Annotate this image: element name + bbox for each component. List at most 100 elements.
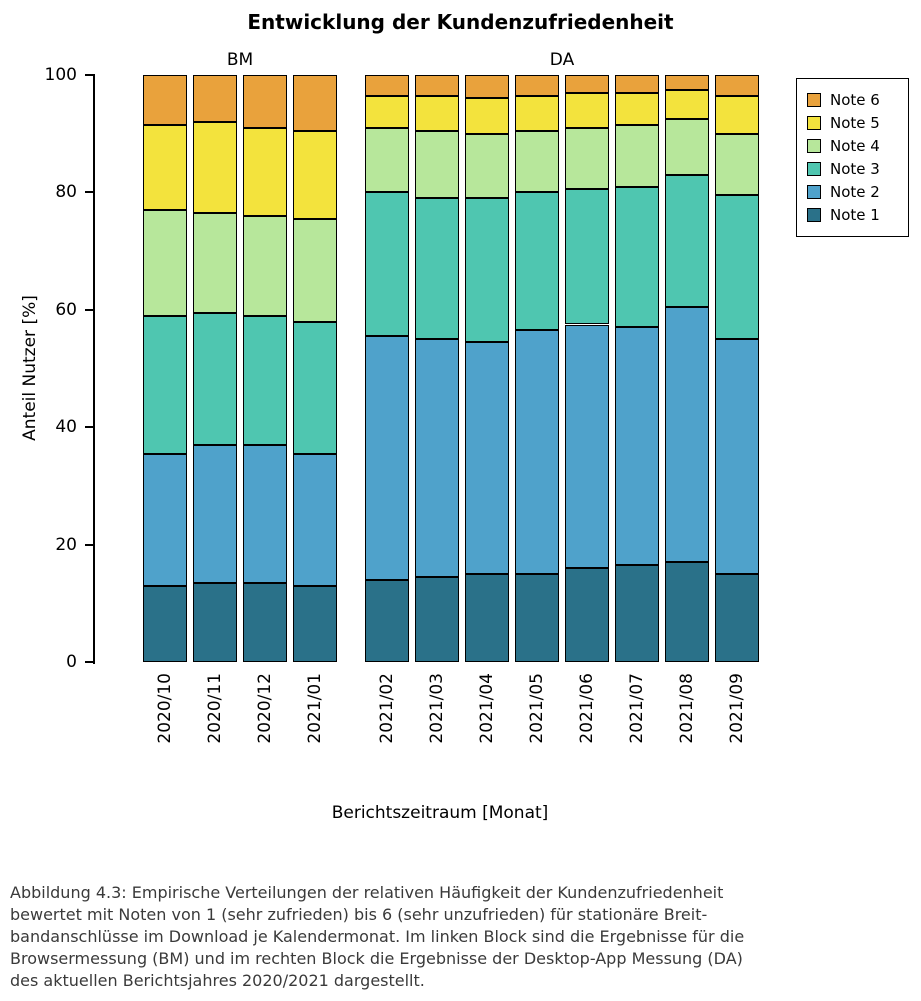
bar-segment (615, 186, 659, 328)
bar-segment (293, 130, 337, 219)
bar-segment (143, 315, 187, 454)
bar-segment (415, 339, 459, 577)
legend-item: Note 5 (807, 112, 899, 134)
x-tick-label-text: 2021/09 (727, 673, 747, 744)
legend-swatch (807, 208, 821, 222)
bar-segment (565, 189, 609, 325)
bar-segment (243, 75, 287, 128)
x-tick-label: 2020/10 (143, 673, 187, 773)
bar-segment (665, 119, 709, 175)
y-tick-label: 100 (44, 65, 77, 85)
bar-segment (565, 75, 609, 93)
bar-column (415, 75, 459, 662)
legend-item: Note 3 (807, 158, 899, 180)
bar-segment (515, 330, 559, 574)
bar-segment (465, 133, 509, 199)
legend-item: Note 2 (807, 181, 899, 203)
bar-segment (243, 215, 287, 316)
bar-segment (715, 573, 759, 662)
bar-column (665, 75, 709, 662)
bar-segment (293, 218, 337, 322)
bar-segment (143, 210, 187, 316)
x-tick-label-text: 2021/04 (477, 673, 497, 744)
y-tick-label: 40 (55, 417, 77, 438)
bar-segment (665, 75, 709, 90)
bar-segment (615, 92, 659, 125)
bar-segment (293, 453, 337, 586)
x-tick-label-text: 2021/08 (677, 673, 697, 744)
bar-segment (193, 75, 237, 122)
bar-segment (193, 444, 237, 583)
bar-segment (565, 568, 609, 662)
x-tick-label-text: 2021/03 (427, 673, 447, 744)
bar-segment (515, 192, 559, 331)
x-tick-label: 2021/01 (293, 673, 337, 773)
legend-label: Note 3 (830, 160, 880, 178)
legend-item: Note 4 (807, 135, 899, 157)
bar-segment (365, 95, 409, 128)
x-tick-label: 2021/07 (615, 673, 659, 773)
bar-segment (143, 75, 187, 125)
bar-segment (615, 75, 659, 93)
y-axis-line (93, 74, 95, 664)
bar-segment (615, 327, 659, 566)
x-tick-label-text: 2020/10 (155, 673, 175, 744)
bar-segment (465, 573, 509, 662)
bar-column (293, 75, 337, 662)
bar-segment (365, 336, 409, 580)
y-tick-label: 80 (55, 182, 77, 203)
bar-segment (565, 92, 609, 128)
y-tick-label: 60 (55, 299, 77, 320)
x-axis-label: Berichtszeitraum [Monat] (331, 803, 549, 823)
bar-segment (665, 562, 709, 662)
y-tick-mark (85, 74, 94, 76)
legend-label: Note 6 (830, 91, 880, 109)
x-tick-label-text: 2020/11 (205, 673, 225, 744)
group-label: DA (549, 50, 575, 70)
y-tick-mark (85, 661, 94, 663)
bar-segment (565, 127, 609, 190)
x-tick-label-text: 2021/05 (527, 673, 547, 744)
x-tick-label-text: 2021/02 (377, 673, 397, 744)
bar-segment (365, 127, 409, 193)
bar-segment (465, 198, 509, 343)
bar-segment (465, 342, 509, 574)
bar-segment (715, 195, 759, 340)
bar-segment (415, 95, 459, 131)
y-tick-mark (85, 426, 94, 429)
bar-segment (365, 579, 409, 662)
y-tick-label: 20 (55, 534, 77, 555)
bar-column (715, 75, 759, 662)
bar-segment (293, 585, 337, 662)
bar-segment (143, 585, 187, 662)
legend-label: Note 5 (830, 114, 880, 132)
bar-segment (665, 306, 709, 563)
bar-segment (615, 565, 659, 662)
bar-segment (715, 95, 759, 134)
legend-label: Note 4 (830, 137, 880, 155)
bar-segment (415, 130, 459, 199)
bar-segment (243, 444, 287, 583)
bar-segment (715, 133, 759, 196)
legend-swatch (807, 162, 821, 176)
bar-column (193, 75, 237, 662)
chart-title: Entwicklung der Kundenzufriedenheit (247, 10, 674, 34)
x-tick-label-text: 2021/01 (305, 673, 325, 744)
x-tick-label: 2021/05 (515, 673, 559, 773)
y-tick-mark (85, 308, 94, 311)
bar-segment (615, 124, 659, 187)
y-tick-mark (85, 191, 94, 194)
x-tick-label: 2021/06 (565, 673, 609, 773)
bar-segment (415, 75, 459, 96)
bar-segment (193, 312, 237, 445)
bar-column (615, 75, 659, 662)
x-tick-label-text: 2021/07 (627, 673, 647, 744)
bar-segment (365, 192, 409, 337)
legend-swatch (807, 139, 821, 153)
bar-segment (193, 582, 237, 662)
bar-segment (243, 582, 287, 662)
legend-item: Note 1 (807, 204, 899, 226)
y-tick-label: 0 (66, 652, 77, 672)
bar-segment (665, 174, 709, 307)
bar-segment (143, 124, 187, 211)
